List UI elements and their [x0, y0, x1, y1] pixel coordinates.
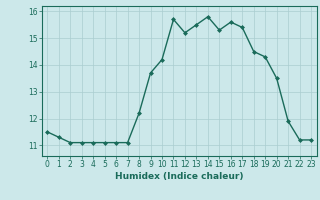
X-axis label: Humidex (Indice chaleur): Humidex (Indice chaleur)	[115, 172, 244, 181]
